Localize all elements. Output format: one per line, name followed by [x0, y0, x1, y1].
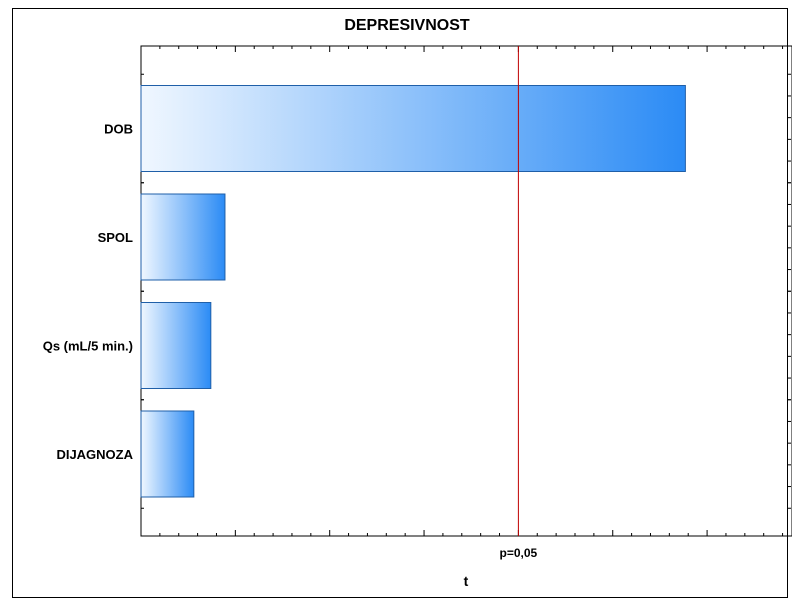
bar-3	[140, 410, 195, 498]
category-label-3: DIJAGNOZA	[56, 447, 133, 462]
bar-2	[140, 302, 212, 389]
category-label-1: SPOL	[98, 230, 133, 245]
bars-group	[140, 85, 686, 498]
plot-area: DOB SPOL Qs (mL/5 min.) DIJAGNOZA p=0,05	[43, 45, 792, 560]
category-label-0: DOB	[104, 122, 133, 137]
chart-title: DEPRESIVNOST	[344, 17, 470, 34]
x-axis-title: t	[464, 573, 469, 589]
threshold-label: p=0,05	[500, 546, 538, 560]
category-label-2: Qs (mL/5 min.)	[43, 339, 133, 354]
bar-0	[140, 85, 686, 172]
bar-1	[140, 193, 226, 281]
category-labels: DOB SPOL Qs (mL/5 min.) DIJAGNOZA	[43, 122, 134, 463]
